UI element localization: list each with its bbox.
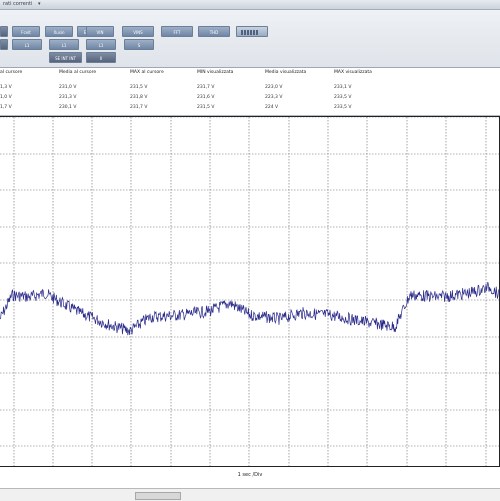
cell: 224 V	[265, 105, 279, 110]
phase-l1-button-2[interactable]: L1	[49, 39, 79, 50]
toolbar-button-fcelt[interactable]: Fcelt	[12, 26, 40, 37]
header-avg-visible: Media visualizzata	[265, 70, 307, 75]
toolbar-button-fft[interactable]: FFT	[161, 26, 193, 37]
cell: 231,6 V	[197, 95, 215, 100]
cell: 1,3 V	[0, 85, 12, 90]
toolbar-button-vin[interactable]: VIN	[86, 26, 114, 37]
row3-button-2[interactable]: Il	[86, 52, 116, 63]
header-max-visible: MAX visualizzata	[334, 70, 372, 75]
header-max-cursor: MAX al cursore	[130, 70, 164, 75]
toolbar-button-thd[interactable]: THD	[198, 26, 230, 37]
cell: 1,0 V	[0, 95, 12, 100]
cell: 231,5 V	[130, 85, 148, 90]
waveform-plot[interactable]	[0, 116, 500, 467]
header-min-visible: MIN visualizzata	[197, 70, 234, 75]
cell: 223,3 V	[265, 95, 283, 100]
phase-s-button[interactable]: S	[124, 39, 154, 50]
header-cursor: al cursore	[0, 70, 23, 75]
title-bar: rati correnti ▾	[0, 0, 500, 10]
cell: 233,1 V	[334, 85, 352, 90]
status-bar	[0, 488, 500, 501]
cell: 223,0 V	[265, 85, 283, 90]
toolbar-button-1[interactable]	[0, 26, 8, 37]
measurement-table: al cursore Media al cursore MAX al curso…	[0, 68, 500, 116]
waveform-svg	[0, 117, 499, 466]
cell: 231,3 V	[59, 95, 77, 100]
header-avg-cursor: Media al cursore	[59, 70, 97, 75]
toolbar: Fcelt Xusin Ench gri VIN VINS FFT THD L1…	[0, 10, 500, 68]
toolbar-button-xusin[interactable]: Xusin	[45, 26, 73, 37]
waveform-trace	[0, 281, 499, 336]
phase-l1-button-1[interactable]: L1	[12, 39, 42, 50]
cell: 231,7 V	[130, 105, 148, 110]
scroll-tab[interactable]	[135, 492, 181, 500]
x-axis-label: 1 sec /Div	[237, 472, 263, 478]
cell: 231,7 V	[197, 85, 215, 90]
cell: 231,0 V	[59, 85, 77, 90]
row3-button-1[interactable]: SE INT INT	[49, 52, 82, 63]
cell: 233,5 V	[334, 95, 352, 100]
window-title: rati correnti	[3, 1, 33, 7]
bars-icon-glyph	[241, 30, 259, 35]
phase-l1-button-3[interactable]: L1	[86, 39, 116, 50]
cell: 233,5 V	[334, 105, 352, 110]
toolbar-button-vins[interactable]: VINS	[122, 26, 154, 37]
cell: 230,1 V	[59, 105, 77, 110]
chevron-down-icon[interactable]: ▾	[38, 1, 41, 7]
cell: 1,7 V	[0, 105, 12, 110]
cell: 231,5 V	[197, 105, 215, 110]
row2-button-1[interactable]	[0, 39, 8, 50]
cell: 231,8 V	[130, 95, 148, 100]
bars-icon[interactable]	[236, 26, 268, 37]
